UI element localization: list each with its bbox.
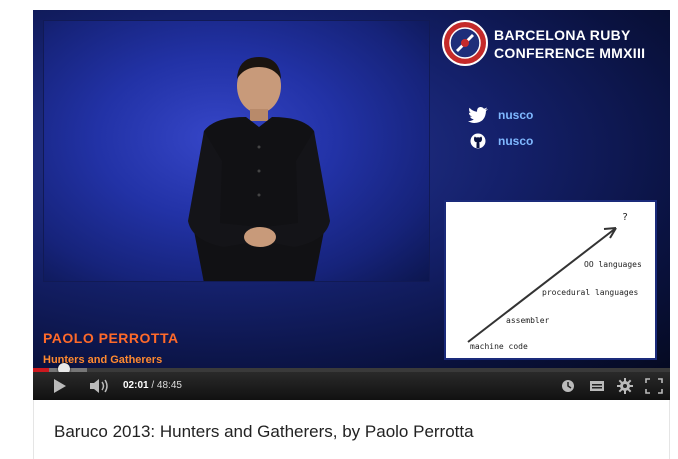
progression-arrow	[467, 227, 617, 343]
github-handle-text: nusco	[498, 134, 534, 148]
speaker-figure	[188, 57, 330, 281]
twitter-handle: nusco	[468, 105, 648, 125]
procedural-languages-label: procedural languages	[542, 288, 639, 297]
video-title-bar: Baruco 2013: Hunters and Gatherers, by P…	[33, 400, 670, 459]
progress-played	[33, 368, 60, 372]
speaker-name: PAOLO PERROTTA	[43, 330, 179, 346]
oo-languages-label: OO languages	[584, 260, 642, 269]
question-mark-label: ?	[622, 212, 629, 223]
twitter-icon	[468, 107, 488, 123]
baruco-logo-icon	[442, 20, 488, 66]
volume-icon[interactable]	[89, 378, 111, 394]
time-display: 02:01 / 48:45	[123, 380, 182, 391]
github-handle: nusco	[468, 131, 648, 151]
conference-title-line2: CONFERENCE MMXIII	[494, 45, 646, 61]
assembler-label: assembler	[506, 316, 550, 325]
conference-title: BARCELONA RUBY CONFERENCE MMXIII	[494, 26, 670, 62]
talk-title-overlay: Hunters and Gatherers	[43, 354, 163, 366]
fullscreen-icon[interactable]	[645, 378, 663, 394]
machine-code-label: machine code	[470, 342, 528, 351]
settings-gear-icon[interactable]	[617, 378, 633, 394]
current-time: 02:01	[123, 380, 149, 391]
watch-later-icon[interactable]	[561, 378, 575, 394]
video-frame[interactable]: BARCELONA RUBY CONFERENCE MMXIII nusco n…	[33, 10, 670, 368]
slide-panel: BARCELONA RUBY CONFERENCE MMXIII nusco n…	[438, 10, 670, 368]
video-player[interactable]: BARCELONA RUBY CONFERENCE MMXIII nusco n…	[33, 10, 670, 400]
github-icon	[470, 133, 486, 149]
play-icon[interactable]	[53, 378, 67, 394]
duration: 48:45	[156, 380, 182, 391]
stage-video-feed	[43, 20, 430, 282]
player-controls: 02:01 / 48:45	[33, 372, 670, 400]
twitter-handle-text: nusco	[498, 108, 534, 122]
time-separator: /	[148, 380, 157, 391]
conference-title-line1: BARCELONA RUBY	[494, 27, 631, 43]
slide-diagram: ? OO languages procedural languages asse…	[444, 200, 657, 360]
video-title: Baruco 2013: Hunters and Gatherers, by P…	[54, 422, 474, 441]
captions-icon[interactable]	[589, 378, 605, 394]
